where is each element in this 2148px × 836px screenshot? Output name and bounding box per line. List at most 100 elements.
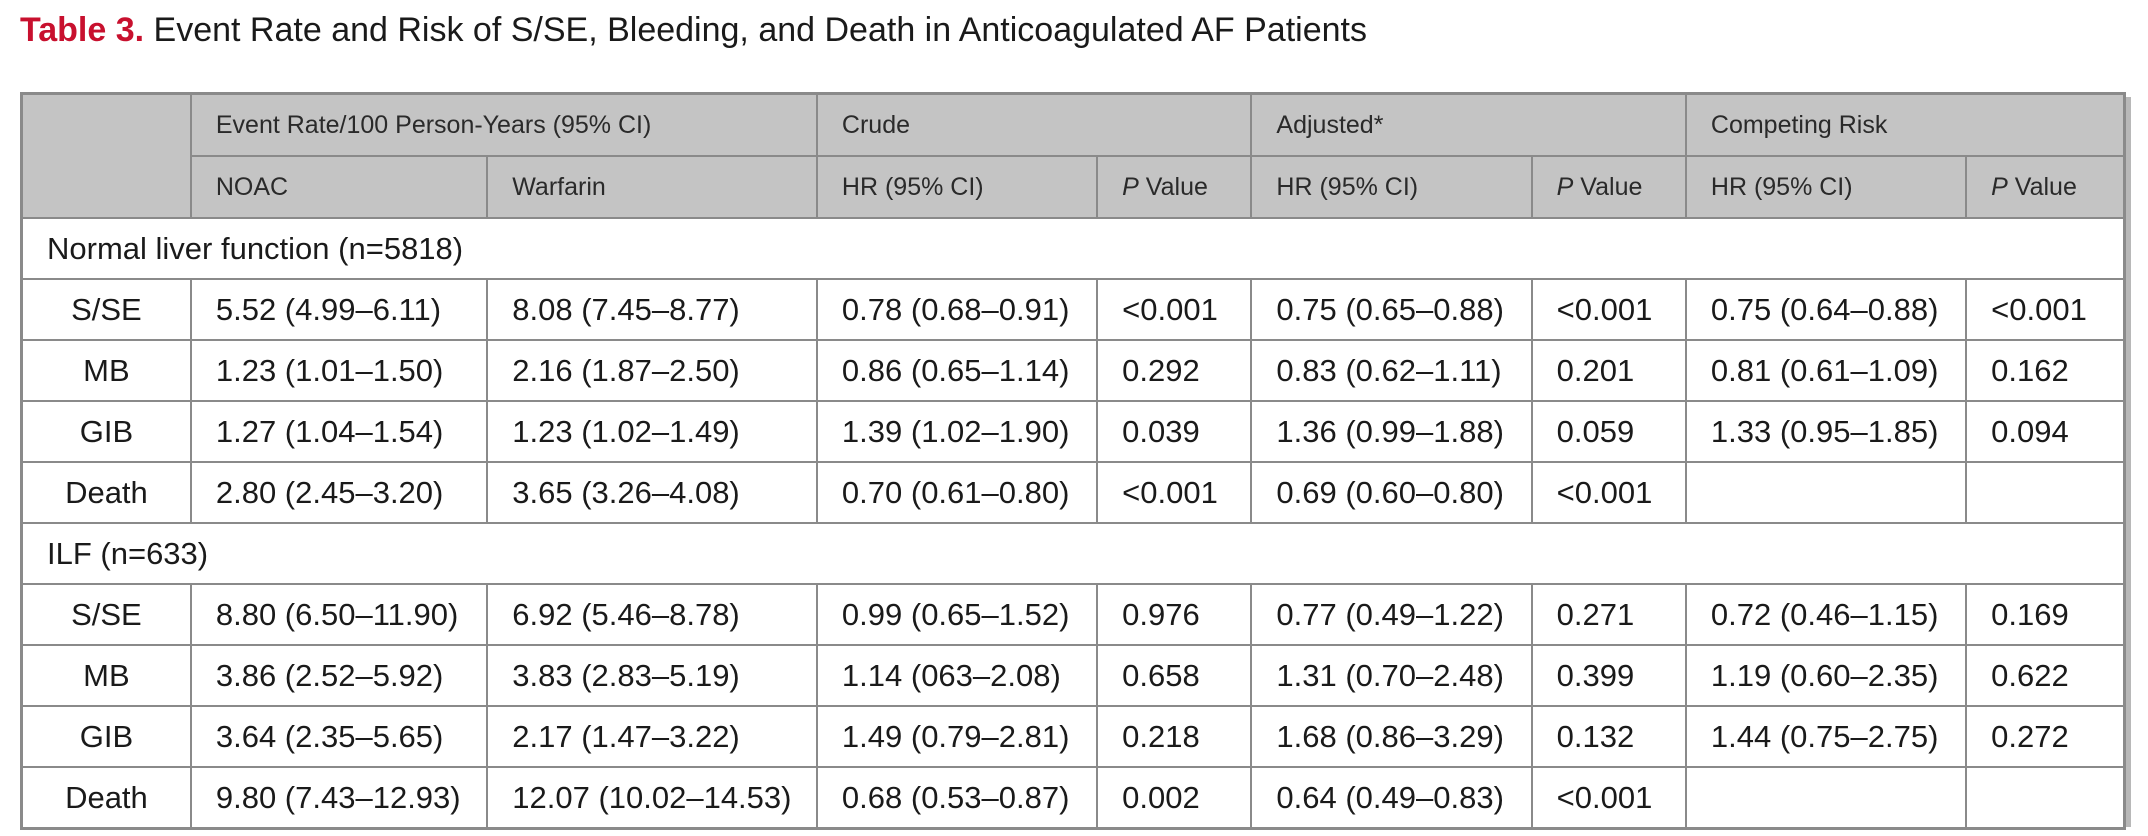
crude-p-value: <0.001	[1096, 461, 1253, 524]
adjusted-p-value: 0.132	[1530, 705, 1687, 768]
warfarin-rate: 2.17 (1.47–3.22)	[486, 705, 818, 768]
competing-p-value: 0.169	[1965, 583, 2126, 646]
adjusted-hr: 0.83 (0.62–1.11)	[1250, 339, 1533, 402]
header-crude-hr: HR (95% CI)	[815, 155, 1099, 219]
crude-hr: 1.39 (1.02–1.90)	[815, 400, 1099, 463]
section-title: Normal liver function (n=5818)	[20, 217, 2126, 280]
header-group-row: Event Rate/100 Person-Years (95% CI) Cru…	[20, 92, 2126, 219]
adjusted-hr: 1.31 (0.70–2.48)	[1250, 644, 1533, 707]
competing-hr: 0.72 (0.46–1.15)	[1684, 583, 1968, 646]
crude-p-value: 0.218	[1096, 705, 1253, 768]
table-row: Death 2.80 (2.45–3.20) 3.65 (3.26–4.08) 0.7…	[20, 461, 2126, 524]
competing-p-value	[1965, 766, 2126, 830]
table-body: Normal liver function (n=5818) S/SE 5.52 (…	[20, 217, 2126, 830]
adjusted-p-value: 0.271	[1530, 583, 1687, 646]
warfarin-rate: 1.23 (1.02–1.49)	[486, 400, 818, 463]
table-row: GIB 3.64 (2.35–5.65) 2.17 (1.47–3.22) 1.49 …	[20, 705, 2126, 768]
header-adjusted: Adjusted*	[1250, 92, 1687, 157]
competing-hr: 0.81 (0.61–1.09)	[1684, 339, 1968, 402]
row-label: MB	[20, 339, 192, 402]
crude-hr: 0.99 (0.65–1.52)	[815, 583, 1099, 646]
table-caption-title: Event Rate and Risk of S/SE, Bleeding, a…	[153, 11, 1367, 49]
header-crude-p-value: P Value	[1096, 155, 1253, 219]
noac-rate: 3.64 (2.35–5.65)	[189, 705, 489, 768]
table-row: MB 3.86 (2.52–5.92) 3.83 (2.83–5.19) 1.14 (…	[20, 644, 2126, 707]
competing-hr: 1.33 (0.95–1.85)	[1684, 400, 1968, 463]
competing-p-value	[1965, 461, 2126, 524]
crude-p-value: <0.001	[1096, 278, 1253, 341]
adjusted-p-value: 0.059	[1530, 400, 1687, 463]
table-caption-label: Table 3.	[20, 11, 145, 49]
table-row: Death 9.80 (7.43–12.93) 12.07 (10.02–14.53…	[20, 766, 2126, 830]
section-title: ILF (n=633)	[20, 522, 2126, 585]
p-italic: P	[1556, 172, 1574, 201]
adjusted-p-value: <0.001	[1530, 461, 1687, 524]
table-caption: Table 3. Event Rate and Risk of S/SE, Bl…	[20, 6, 1367, 54]
warfarin-rate: 8.08 (7.45–8.77)	[486, 278, 818, 341]
p-italic: P	[1991, 172, 2008, 201]
header-adjusted-hr: HR (95% CI)	[1250, 155, 1533, 219]
crude-hr: 1.14 (063–2.08)	[815, 644, 1099, 707]
adjusted-hr: 0.64 (0.49–0.83)	[1250, 766, 1533, 830]
table-row: S/SE 8.80 (6.50–11.90) 6.92 (5.46–8.78) 0.9…	[20, 583, 2126, 646]
competing-p-value: 0.622	[1965, 644, 2126, 707]
adjusted-hr: 0.77 (0.49–1.22)	[1250, 583, 1533, 646]
header-competing-risk: Competing Risk	[1684, 92, 2126, 157]
header-crude: Crude	[815, 92, 1253, 157]
table-row: GIB 1.27 (1.04–1.54) 1.23 (1.02–1.49) 1.39 …	[20, 400, 2126, 463]
header-noac: NOAC	[189, 155, 489, 219]
header-competing-p-value: P Value	[1965, 155, 2126, 219]
adjusted-hr: 1.36 (0.99–1.88)	[1250, 400, 1533, 463]
crude-p-value: 0.976	[1096, 583, 1253, 646]
header-warfarin: Warfarin	[486, 155, 818, 219]
crude-p-value: 0.292	[1096, 339, 1253, 402]
row-label: GIB	[20, 705, 192, 768]
adjusted-hr: 0.69 (0.60–0.80)	[1250, 461, 1533, 524]
noac-rate: 8.80 (6.50–11.90)	[189, 583, 489, 646]
competing-p-value: 0.094	[1965, 400, 2126, 463]
row-label: S/SE	[20, 583, 192, 646]
header-competing-hr: HR (95% CI)	[1684, 155, 1968, 219]
table-header: Event Rate/100 Person-Years (95% CI) Cru…	[20, 92, 2126, 219]
header-adjusted-p-value: P Value	[1530, 155, 1687, 219]
warfarin-rate: 12.07 (10.02–14.53)	[486, 766, 818, 830]
row-label: MB	[20, 644, 192, 707]
competing-hr: 1.19 (0.60–2.35)	[1684, 644, 1968, 707]
p-value-word: Value	[1573, 172, 1643, 201]
noac-rate: 1.27 (1.04–1.54)	[189, 400, 489, 463]
crude-hr: 0.86 (0.65–1.14)	[815, 339, 1099, 402]
header-event-rate: Event Rate/100 Person-Years (95% CI)	[189, 92, 818, 157]
competing-hr: 1.44 (0.75–2.75)	[1684, 705, 1968, 768]
adjusted-hr: 1.68 (0.86–3.29)	[1250, 705, 1533, 768]
p-value-word: Value	[1138, 172, 1208, 201]
row-label: Death	[20, 766, 192, 830]
results-table: Event Rate/100 Person-Years (95% CI) Cru…	[20, 92, 2126, 830]
crude-hr: 1.49 (0.79–2.81)	[815, 705, 1099, 768]
warfarin-rate: 3.83 (2.83–5.19)	[486, 644, 818, 707]
crude-p-value: 0.002	[1096, 766, 1253, 830]
competing-hr: 0.75 (0.64–0.88)	[1684, 278, 1968, 341]
header-blank-cell	[20, 92, 192, 219]
warfarin-rate: 2.16 (1.87–2.50)	[486, 339, 818, 402]
header-sub-row: NOAC Warfarin HR (95% CI) P Value HR (95…	[22, 155, 2126, 219]
adjusted-hr: 0.75 (0.65–0.88)	[1250, 278, 1533, 341]
table-container: Event Rate/100 Person-Years (95% CI) Cru…	[20, 92, 2126, 830]
competing-p-value: <0.001	[1965, 278, 2126, 341]
crude-hr: 0.68 (0.53–0.87)	[815, 766, 1099, 830]
noac-rate: 2.80 (2.45–3.20)	[189, 461, 489, 524]
row-label: Death	[20, 461, 192, 524]
crude-p-value: 0.658	[1096, 644, 1253, 707]
p-italic: P	[1122, 172, 1139, 201]
crude-hr: 0.78 (0.68–0.91)	[815, 278, 1099, 341]
noac-rate: 3.86 (2.52–5.92)	[189, 644, 489, 707]
noac-rate: 5.52 (4.99–6.11)	[189, 278, 489, 341]
crude-hr: 0.70 (0.61–0.80)	[815, 461, 1099, 524]
table-row: MB 1.23 (1.01–1.50) 2.16 (1.87–2.50) 0.86 (…	[20, 339, 2126, 402]
competing-p-value: 0.272	[1965, 705, 2126, 768]
table-row: S/SE 5.52 (4.99–6.11) 8.08 (7.45–8.77) 0.78…	[20, 278, 2126, 341]
crude-p-value: 0.039	[1096, 400, 1253, 463]
adjusted-p-value: 0.201	[1530, 339, 1687, 402]
warfarin-rate: 6.92 (5.46–8.78)	[486, 583, 818, 646]
noac-rate: 9.80 (7.43–12.93)	[189, 766, 489, 830]
adjusted-p-value: 0.399	[1530, 644, 1687, 707]
